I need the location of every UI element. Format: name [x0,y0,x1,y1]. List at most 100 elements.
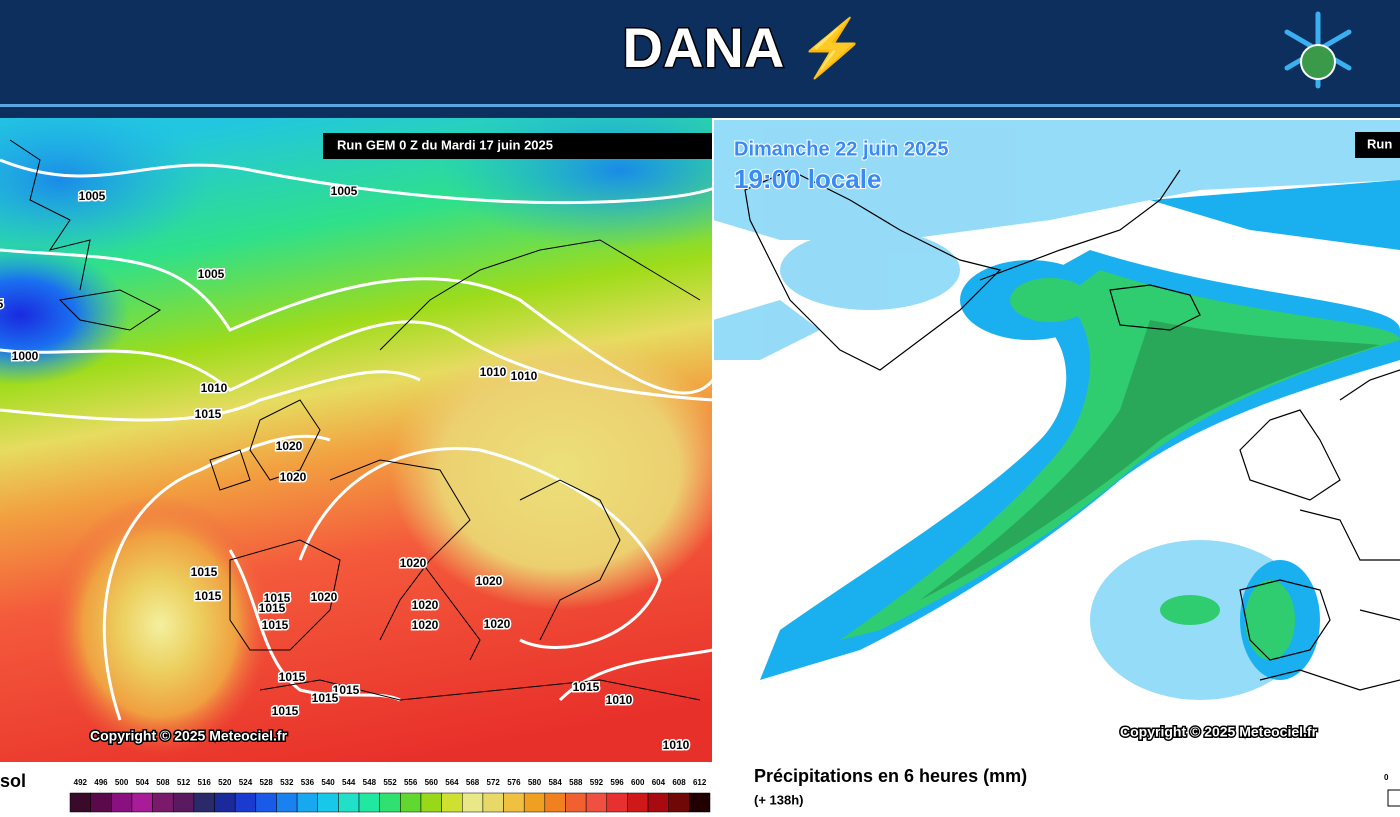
scale-label: 608 [672,778,686,787]
scale-swatch [296,792,318,813]
scale-label: 576 [507,778,521,787]
scale-swatch [338,792,360,813]
legend-subtitle: (+ 138h) [754,792,804,807]
scale-swatch [193,792,215,813]
isobar-label: 1015 [262,618,289,632]
scale-swatch [482,792,504,813]
isobar-label: 1015 [279,670,306,684]
scale-swatch [689,792,711,813]
isobar-label: 1015 [573,680,600,694]
isobar-label: 1020 [476,574,503,588]
scale-swatch [111,792,133,813]
isobar-label: 1000 [12,349,39,363]
scale-swatch [441,792,463,813]
isobar-label: 1020 [311,590,338,604]
scale-swatch [255,792,277,813]
isobar-label: 5 [0,297,4,311]
scale-label: 600 [631,778,645,787]
scale-label: 588 [569,778,583,787]
isobar-label: 1005 [198,267,225,281]
scale-swatch [523,792,546,813]
legend-title: Précipitations en 6 heures (mm) [754,766,1027,786]
scale-swatch [317,792,339,813]
right-map [713,118,1400,762]
isobar-label: 1020 [276,439,303,453]
scale-swatch [172,792,195,813]
scale-swatch [152,792,174,813]
scale-swatch [358,792,380,813]
scale-swatch [585,792,608,813]
run-label: Run GEM 0 Z du Mardi 17 juin 2025 [337,137,553,152]
scale-label: 596 [610,778,624,787]
copyright: Copyright © 2025 Meteociel.fr [1120,724,1318,740]
scale-swatch [131,792,153,813]
isobar-label: 1015 [272,704,299,718]
header-title: DANA ⚡ [623,16,868,81]
isobar-label: 1020 [412,598,439,612]
isobar-label: 1010 [606,693,633,707]
scale-label: 532 [280,778,294,787]
legend-box [1387,789,1400,807]
time: 19:00 locale [734,164,881,194]
scale-label: 592 [590,778,604,787]
scale-swatch [606,792,628,813]
scale-swatch [234,792,257,813]
scale-swatch [503,792,525,813]
isobar-label: 1015 [195,589,222,603]
isobar-label: 1005 [331,184,358,198]
scale-swatch [647,792,669,813]
scale-label: 560 [425,778,439,787]
scale-swatch [90,792,112,813]
isobar-label: 1020 [412,618,439,632]
scale-label: 540 [321,778,335,787]
scale-label: 564 [445,778,459,787]
isobar-label: 1015 [333,683,360,697]
scale-label: 548 [363,778,377,787]
scale-swatch [276,792,298,813]
scale-label: 604 [652,778,666,787]
scale-swatch [565,792,587,813]
header-line [0,104,1400,107]
scale-label: 572 [487,778,501,787]
scale-swatch [69,792,91,813]
isobar-label: 1010 [663,738,690,752]
scale-label: 512 [177,778,191,787]
scale-swatch [379,792,401,813]
isobar-label: 1020 [484,617,511,631]
isobar-label: 1015 [312,691,339,705]
date: Dimanche 22 juin 2025 [734,138,949,160]
isobar-label: 1015 [191,565,218,579]
scale-label: 500 [115,778,129,787]
scale-label: 492 [74,778,88,787]
scale-label: 504 [136,778,150,787]
scale-label: 580 [528,778,542,787]
isobar-label: 1020 [280,470,307,484]
scale-swatch [668,792,690,813]
scale-label: 516 [198,778,212,787]
legend-label: sol [0,771,26,791]
header-strip [0,107,1400,118]
scale-label: 528 [259,778,273,787]
scale-swatch [544,792,566,813]
isobar-label: 1015 [264,591,291,605]
isobar-label: 1015 [195,407,222,421]
scale-label: 584 [548,778,562,787]
scale-label: 544 [342,778,356,787]
isobar-label: 1010 [511,369,538,383]
scale-label: 568 [466,778,480,787]
scale-label: 508 [156,778,170,787]
scale-swatch [214,792,236,813]
isobar-label: 1010 [480,365,507,379]
copyright: Copyright © 2025 Meteociel.fr [90,728,288,744]
run-label-box [323,133,713,159]
scale-swatch [420,792,442,813]
legend-tick: 0 [1384,773,1389,782]
logo [1284,11,1352,89]
isobar-label: 1015 [259,601,286,615]
scale-label: 524 [239,778,253,787]
scale-label: 556 [404,778,418,787]
run-label-box [1355,132,1400,158]
scale-label: 552 [383,778,397,787]
scale-swatch [462,792,484,813]
